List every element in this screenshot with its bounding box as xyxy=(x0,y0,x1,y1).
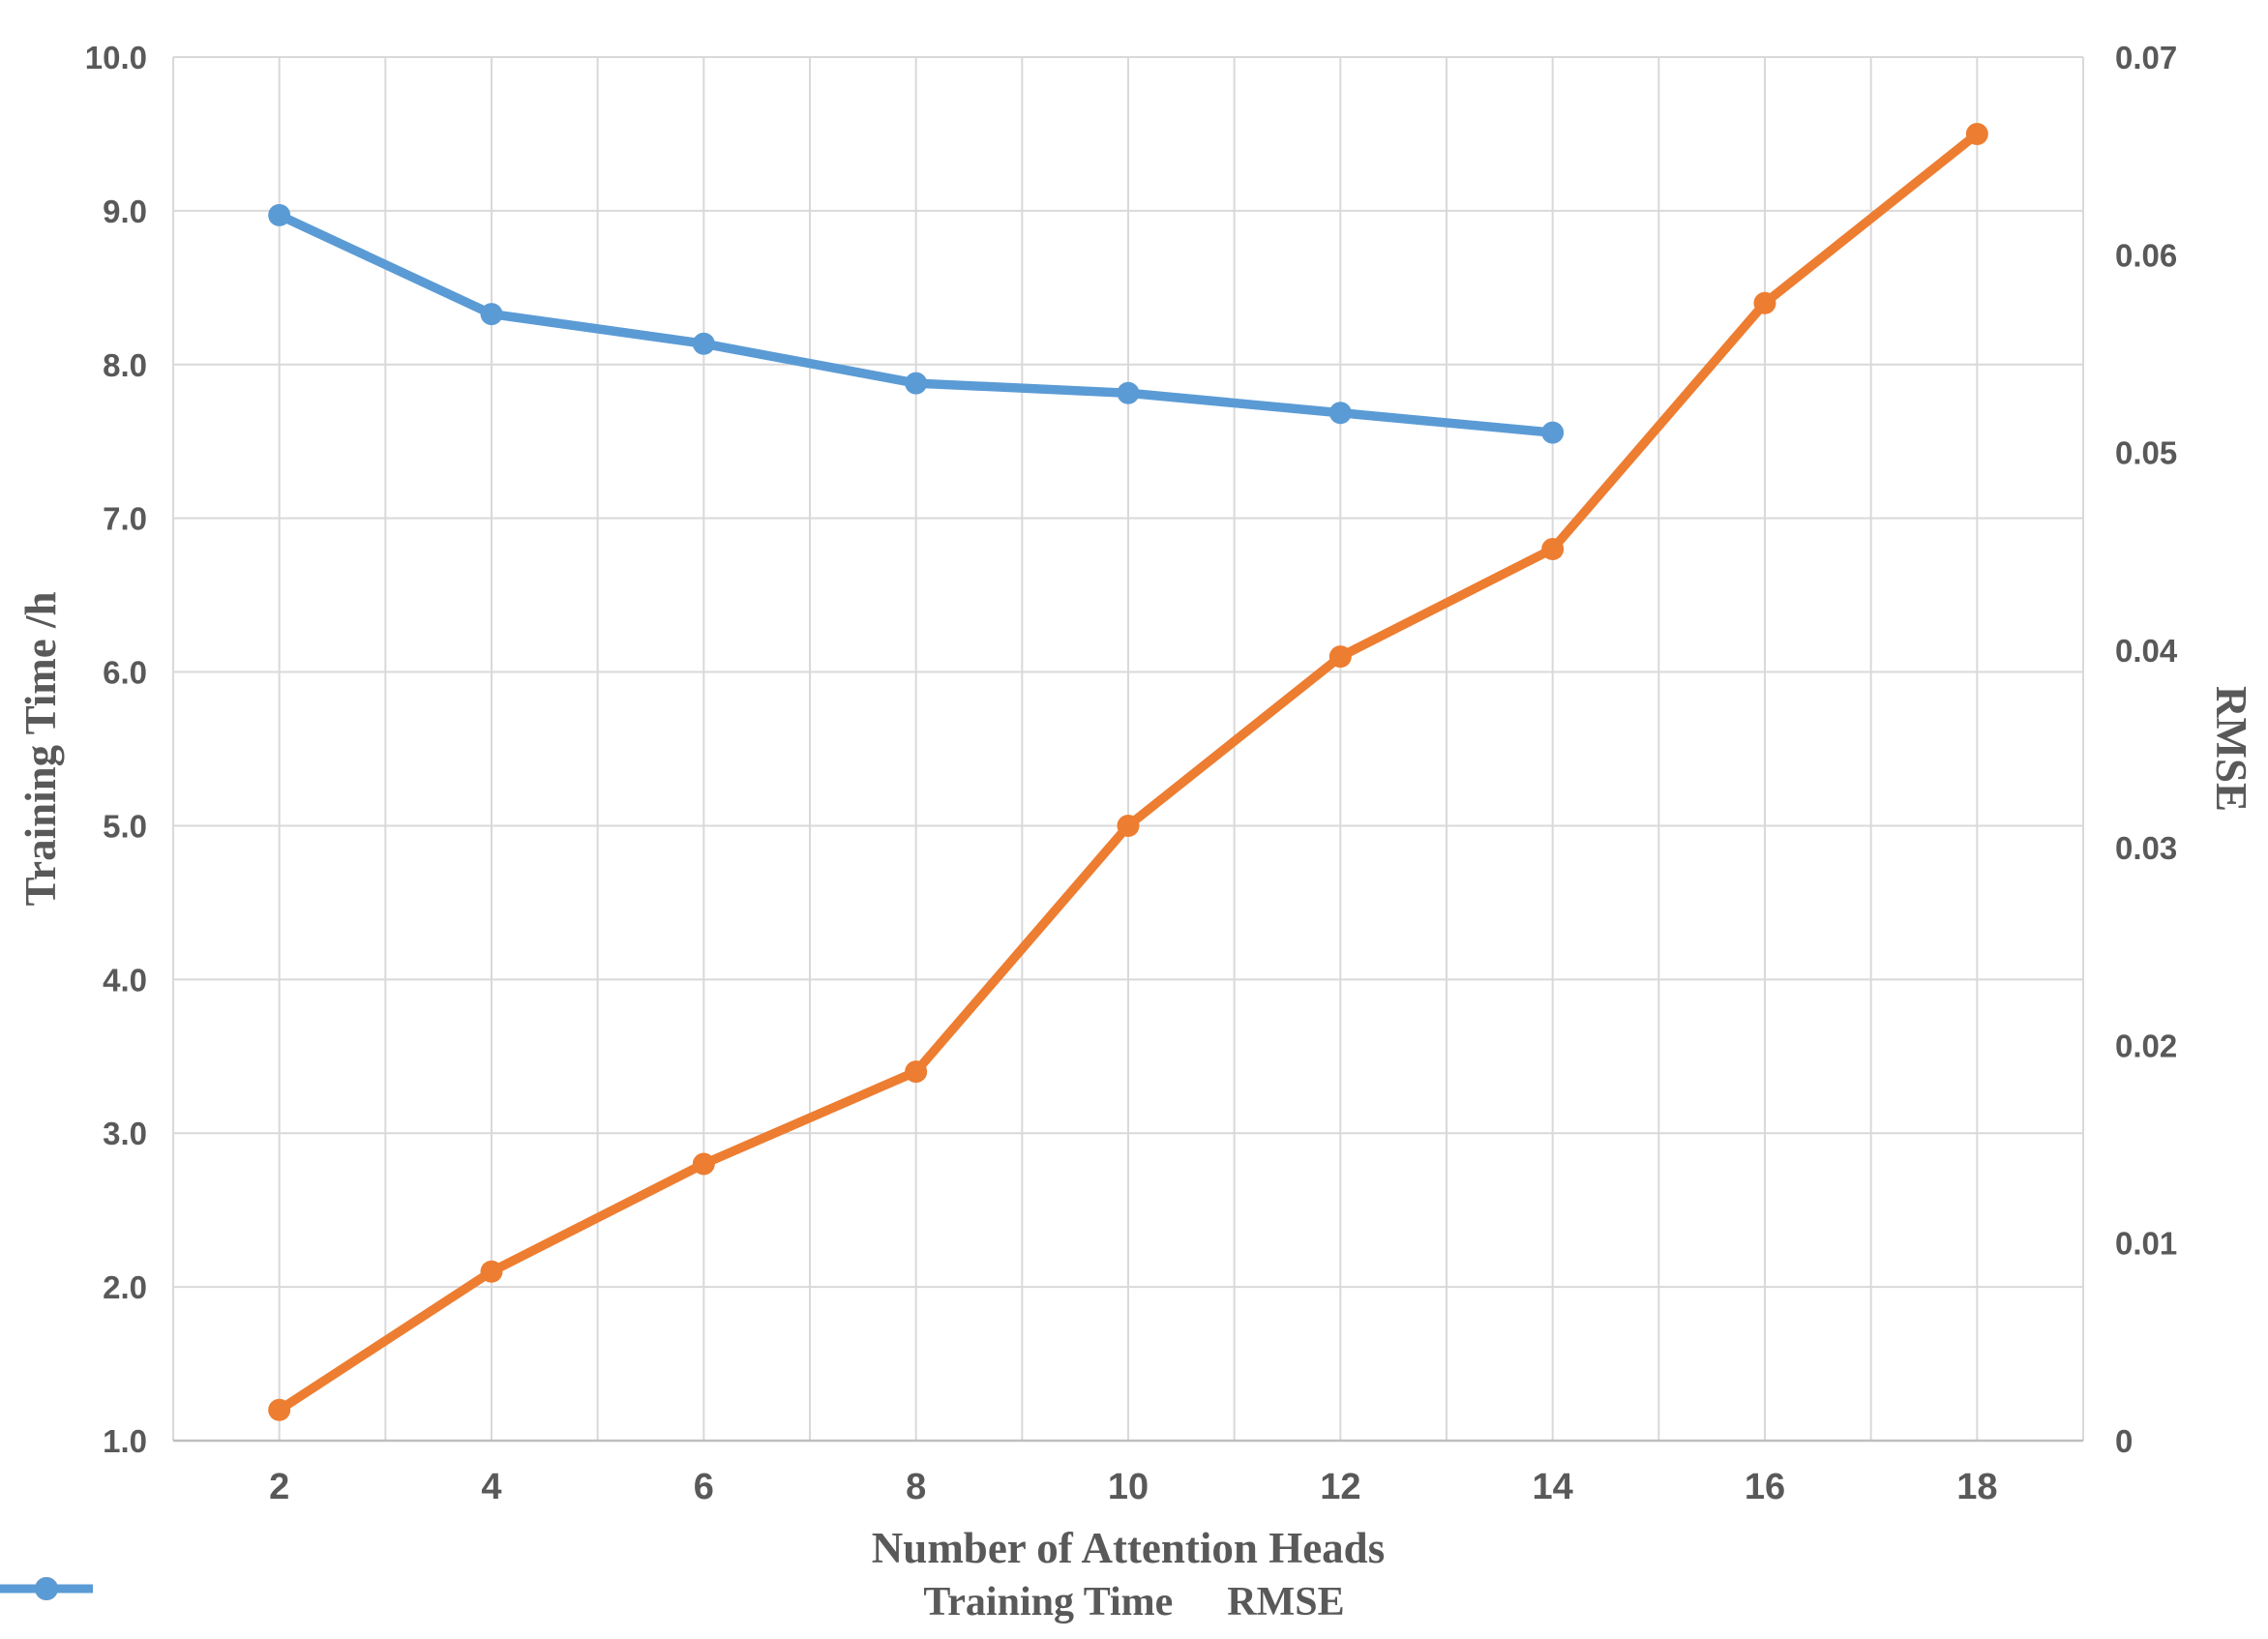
right-axis-tick-label: 0.05 xyxy=(2115,435,2177,471)
right-axis-tick-label: 0.02 xyxy=(2115,1028,2177,1063)
data-point-training-time xyxy=(1117,814,1140,837)
right-axis-tick-label: 0.03 xyxy=(2115,830,2177,866)
x-axis-title: Number of Attention Heads xyxy=(871,1524,1386,1572)
x-axis-tick-label: 14 xyxy=(1533,1467,1573,1507)
x-axis-tick-label: 10 xyxy=(1108,1467,1149,1507)
data-point-rmse xyxy=(905,372,928,395)
left-axis-tick-label: 10.0 xyxy=(85,40,147,75)
left-axis-tick-label: 1.0 xyxy=(103,1423,147,1459)
right-axis-tick-label: 0.01 xyxy=(2115,1226,2177,1262)
x-axis-tick-label: 12 xyxy=(1320,1467,1360,1507)
data-point-training-time xyxy=(1753,291,1776,314)
legend-label-training-time: Training Time xyxy=(923,1580,1174,1624)
legend-item-rmse: RMSE xyxy=(0,1577,1345,1625)
left-axis-tick-label: 8.0 xyxy=(103,347,147,383)
data-point-training-time xyxy=(1541,537,1565,560)
data-point-training-time xyxy=(1965,122,1988,145)
data-point-rmse xyxy=(692,332,715,355)
left-axis-tick-label: 7.0 xyxy=(103,501,147,537)
x-axis-tick-label: 4 xyxy=(481,1467,501,1507)
right-axis-tick-label: 0.04 xyxy=(2115,633,2178,669)
data-point-rmse xyxy=(1328,402,1352,425)
left-axis-tick-label: 6.0 xyxy=(103,655,147,691)
x-axis-tick-label: 16 xyxy=(1745,1467,1785,1507)
data-point-training-time xyxy=(480,1260,503,1283)
left-axis-tick-label: 4.0 xyxy=(103,962,147,998)
data-point-training-time xyxy=(692,1152,715,1176)
legend: Training Time RMSE xyxy=(0,1575,2268,1629)
data-point-training-time xyxy=(905,1060,928,1084)
left-axis-tick-label: 2.0 xyxy=(103,1269,147,1305)
right-axis-tick-label: 0 xyxy=(2115,1423,2133,1459)
right-axis-tick-label: 0.07 xyxy=(2115,40,2177,75)
left-axis-tick-label: 9.0 xyxy=(103,194,147,229)
x-axis-tick-label: 6 xyxy=(694,1467,714,1507)
data-point-rmse xyxy=(268,203,291,226)
x-axis-tick-label: 18 xyxy=(1956,1467,1997,1507)
legend-item-training-time: Training Time xyxy=(0,1577,1174,1625)
x-axis-tick-label: 2 xyxy=(269,1467,289,1507)
x-axis-tick-label: 8 xyxy=(906,1467,926,1507)
legend-label-rmse: RMSE xyxy=(1227,1580,1345,1624)
data-point-training-time xyxy=(268,1398,291,1421)
data-point-rmse xyxy=(1117,381,1140,404)
left-axis-title: Training Time /h xyxy=(16,591,65,907)
data-point-rmse xyxy=(480,303,503,326)
rmse-line-marker-icon xyxy=(0,1577,93,1600)
right-axis-title: RMSE xyxy=(2207,685,2255,813)
left-axis-tick-label: 5.0 xyxy=(103,808,147,844)
data-point-training-time xyxy=(1328,645,1352,669)
data-point-rmse xyxy=(1541,421,1565,444)
right-axis-tick-label: 0.06 xyxy=(2115,237,2177,273)
left-axis-tick-label: 3.0 xyxy=(103,1116,147,1151)
